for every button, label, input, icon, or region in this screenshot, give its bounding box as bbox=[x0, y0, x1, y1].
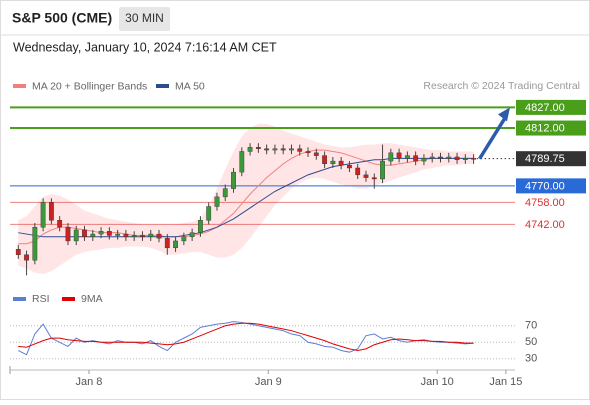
projection-arrow bbox=[478, 115, 508, 160]
datetime: Wednesday, January 10, 2024 7:16:14 AM C… bbox=[13, 40, 277, 54]
candle-body bbox=[57, 220, 63, 228]
ma-line bbox=[18, 149, 474, 245]
candle-body bbox=[446, 156, 452, 159]
candle-body bbox=[181, 236, 187, 242]
candle-body bbox=[131, 235, 137, 238]
level-label: 4827.00 bbox=[525, 102, 565, 114]
candle-body bbox=[371, 177, 377, 180]
candle-body bbox=[471, 158, 477, 160]
candle-body bbox=[15, 249, 21, 255]
legend-swatch bbox=[62, 297, 75, 301]
last-price-label: 4789.75 bbox=[525, 153, 565, 165]
candle-body bbox=[380, 160, 385, 180]
level-box bbox=[516, 120, 586, 136]
level-label: 4812.00 bbox=[525, 122, 565, 134]
candle-body bbox=[90, 233, 96, 238]
candle-body bbox=[123, 233, 129, 238]
candle-body bbox=[140, 235, 145, 238]
candle-body bbox=[421, 158, 427, 162]
candle-body bbox=[65, 226, 71, 242]
arrow-head bbox=[498, 107, 510, 122]
candle-body bbox=[173, 240, 178, 249]
level-label: 4742.00 bbox=[525, 219, 565, 231]
y-tick-label: 50 bbox=[525, 336, 537, 348]
legend-swatch bbox=[13, 297, 26, 301]
timeframe-button[interactable] bbox=[119, 7, 170, 31]
x-tick-label: Jan 8 bbox=[76, 376, 103, 388]
candle-body bbox=[214, 196, 220, 207]
candle-body bbox=[189, 232, 195, 238]
source: Research © 2024 Trading Central bbox=[423, 80, 580, 92]
candle-body bbox=[156, 233, 162, 239]
candle-body bbox=[330, 160, 336, 165]
candle-body bbox=[82, 229, 87, 238]
legend-swatch bbox=[156, 84, 169, 88]
timeframe[interactable]: 30 MIN bbox=[125, 11, 164, 25]
candle-body bbox=[280, 148, 286, 151]
legend-label: RSI bbox=[32, 293, 50, 305]
candle-body bbox=[355, 167, 361, 176]
legend-swatch bbox=[13, 84, 26, 88]
candle-body bbox=[239, 151, 245, 173]
candle-body bbox=[462, 158, 468, 160]
candle-body bbox=[148, 233, 154, 238]
candle-body bbox=[404, 155, 410, 159]
rsi-line bbox=[18, 322, 474, 352]
candle-body bbox=[338, 160, 344, 166]
x-tick-label: Jan 10 bbox=[421, 376, 454, 388]
candle-body bbox=[32, 226, 38, 261]
candle-body bbox=[305, 151, 311, 154]
legend-label: MA 50 bbox=[175, 80, 205, 92]
candle-body bbox=[289, 148, 294, 151]
candle-body bbox=[98, 231, 104, 235]
x-tick-label: Jan 9 bbox=[255, 376, 282, 388]
y-tick-label: 70 bbox=[525, 320, 537, 332]
candle-body bbox=[115, 233, 121, 236]
candle-body bbox=[206, 206, 212, 221]
candle-body bbox=[322, 155, 327, 165]
x-tick-label: Jan 15 bbox=[489, 376, 522, 388]
candle-body bbox=[396, 152, 402, 159]
candle-body bbox=[24, 254, 29, 261]
candle-body bbox=[222, 188, 228, 198]
candle-body bbox=[429, 156, 435, 159]
last-price-box bbox=[516, 151, 586, 167]
candle-body bbox=[363, 174, 369, 178]
candle-body bbox=[388, 152, 394, 162]
level-box bbox=[516, 178, 586, 194]
candle-body bbox=[48, 202, 54, 221]
candle-body bbox=[247, 147, 253, 152]
level-label: 4770.00 bbox=[525, 180, 565, 192]
legend-label: MA 20 + Bollinger Bands bbox=[32, 80, 147, 92]
y-tick-label: 30 bbox=[525, 353, 537, 365]
candle-body bbox=[106, 231, 112, 236]
candle-body bbox=[255, 147, 261, 149]
candle-body bbox=[272, 148, 278, 151]
candle-body bbox=[264, 148, 270, 151]
legend-label: 9MA bbox=[81, 293, 103, 305]
level-box bbox=[516, 99, 586, 115]
symbol: S&P 500 (CME) bbox=[12, 10, 112, 26]
candle-body bbox=[313, 152, 319, 156]
candle-body bbox=[413, 155, 419, 162]
candle-body bbox=[164, 237, 170, 249]
candle-body bbox=[198, 220, 203, 233]
candle-body bbox=[231, 171, 236, 189]
candle-body bbox=[347, 165, 352, 169]
candle-body bbox=[297, 148, 303, 152]
candle-body bbox=[73, 229, 79, 242]
candle-body bbox=[454, 156, 460, 160]
candle-body bbox=[438, 156, 443, 159]
candle-body bbox=[40, 202, 46, 228]
level-label: 4758.00 bbox=[525, 197, 565, 209]
